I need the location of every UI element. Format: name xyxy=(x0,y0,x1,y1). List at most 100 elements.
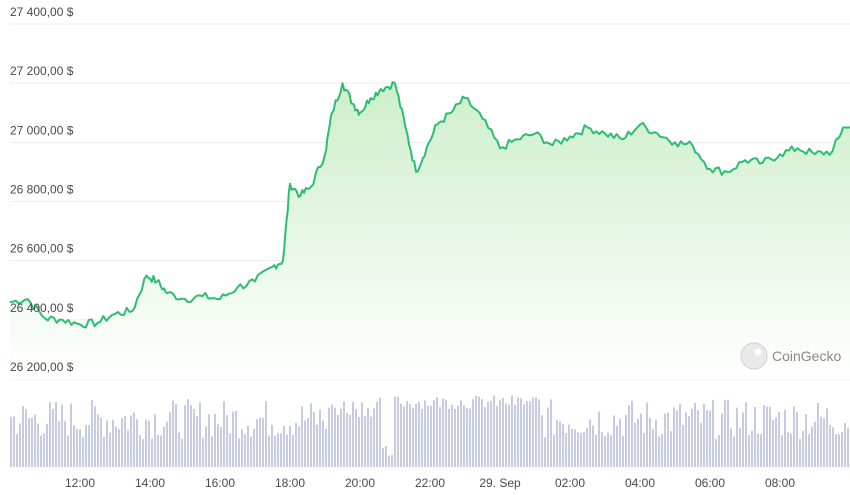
volume-bar xyxy=(445,399,447,467)
volume-bar xyxy=(322,420,324,467)
volume-bar xyxy=(70,403,72,467)
volume-bar xyxy=(79,429,81,467)
volume-bar xyxy=(358,416,360,467)
volume-bar xyxy=(691,408,693,467)
volume-bar xyxy=(442,398,444,467)
volume-bar xyxy=(565,433,567,467)
volume-bar xyxy=(238,438,240,467)
volume-bar xyxy=(433,400,435,467)
volume-bar xyxy=(127,430,129,467)
volume-bar xyxy=(802,430,804,467)
volume-bar xyxy=(550,399,552,467)
volume-bar xyxy=(61,404,63,467)
volume-bar xyxy=(544,437,546,467)
volume-bar xyxy=(703,404,705,467)
volume-bar xyxy=(439,407,441,467)
volume-bar xyxy=(835,434,837,467)
volume-bar xyxy=(574,429,576,467)
volume-bar xyxy=(37,423,39,467)
volume-bar xyxy=(175,404,177,467)
volume-bar xyxy=(787,432,789,467)
volume-bar xyxy=(382,447,384,467)
volume-bar xyxy=(778,411,780,467)
volume-bar xyxy=(415,403,417,467)
volume-bar xyxy=(187,399,189,467)
volume-bar xyxy=(688,415,690,467)
volume-bar xyxy=(346,412,348,467)
coingecko-watermark: CoinGecko xyxy=(740,342,841,370)
volume-bar xyxy=(247,425,249,467)
x-tick-label: 22:00 xyxy=(415,476,445,490)
volume-bar xyxy=(400,403,402,467)
volume-bar xyxy=(424,400,426,467)
volume-bar xyxy=(181,438,183,467)
volume-bar xyxy=(283,425,285,467)
volume-bar xyxy=(169,412,171,467)
x-tick-label: 12:00 xyxy=(65,476,95,490)
volume-bar xyxy=(598,411,600,467)
volume-bar xyxy=(538,399,540,467)
volume-bar xyxy=(409,404,411,467)
volume-bar xyxy=(499,399,501,467)
volume-bar xyxy=(22,405,24,467)
volume-bar xyxy=(220,427,222,467)
volume-bar xyxy=(391,454,393,467)
volume-bar xyxy=(16,434,18,467)
volume-bar xyxy=(484,407,486,467)
volume-bar xyxy=(139,435,141,467)
volume-bar xyxy=(259,417,261,467)
volume-bar xyxy=(421,408,423,467)
volume-bar xyxy=(799,438,801,467)
volume-bar xyxy=(640,413,642,467)
volume-bar xyxy=(316,424,318,467)
volume-bar xyxy=(352,401,354,467)
volume-bar xyxy=(466,407,468,467)
volume-bar xyxy=(268,435,270,467)
volume-bar xyxy=(595,434,597,467)
volume-bar xyxy=(190,405,192,467)
volume-bar xyxy=(838,434,840,467)
price-area xyxy=(10,82,850,379)
volume-bar xyxy=(313,412,315,467)
volume-bar xyxy=(625,414,627,467)
volume-bar xyxy=(652,429,654,467)
volume-bar xyxy=(403,406,405,467)
volume-bar xyxy=(805,414,807,467)
volume-bar xyxy=(526,401,528,467)
volume-bar xyxy=(520,398,522,467)
volume-bar xyxy=(406,400,408,467)
x-tick-label: 04:00 xyxy=(625,476,655,490)
volume-bar xyxy=(289,425,291,467)
volume-bar xyxy=(235,410,237,467)
volume-bar xyxy=(658,436,660,467)
volume-bar xyxy=(172,400,174,467)
volume-bar xyxy=(178,432,180,467)
volume-bar xyxy=(634,422,636,467)
volume-bar xyxy=(607,432,609,467)
volume-bar xyxy=(292,434,294,467)
volume-bar xyxy=(25,409,27,467)
volume-bar xyxy=(304,420,306,467)
volume-bar xyxy=(604,436,606,467)
volume-bar xyxy=(43,433,45,467)
volume-bar xyxy=(769,406,771,467)
volume-bar xyxy=(820,416,822,467)
volume-bar xyxy=(361,402,363,467)
volume-bar xyxy=(310,403,312,467)
volume-bar xyxy=(679,404,681,467)
volume-bar xyxy=(94,406,96,467)
volume-bar xyxy=(661,434,663,467)
volume-bar xyxy=(325,428,327,467)
volume-bar xyxy=(142,438,144,467)
volume-bar xyxy=(709,410,711,467)
volume-bar xyxy=(88,425,90,467)
volume-bar xyxy=(58,421,60,467)
volume-bar xyxy=(826,408,828,467)
volume-bar xyxy=(712,399,714,467)
y-tick-label: 26 400,00 $ xyxy=(10,301,74,315)
volume-bar xyxy=(646,402,648,467)
volume-bar xyxy=(790,433,792,467)
volume-bar xyxy=(457,405,459,467)
volume-bar xyxy=(301,406,303,467)
